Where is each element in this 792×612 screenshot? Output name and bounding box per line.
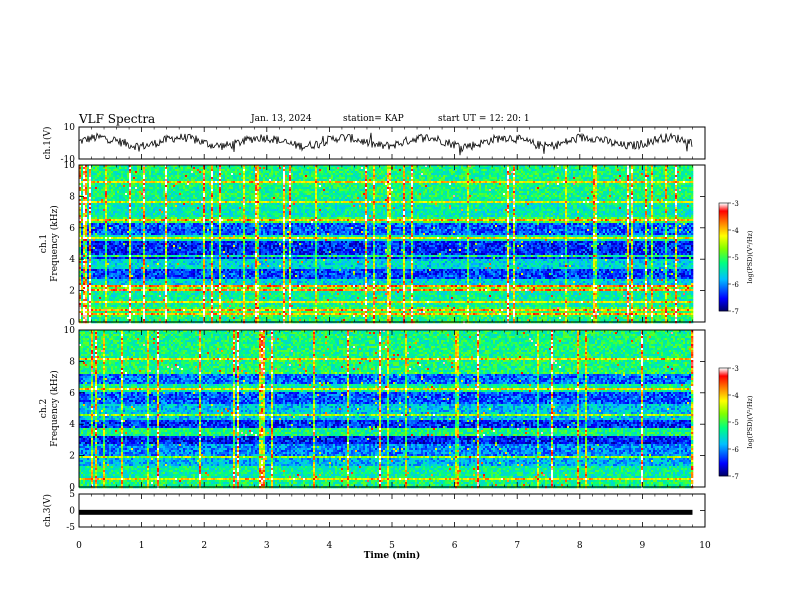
colorbar-tick-label: -6: [732, 281, 739, 289]
ch2-spectrogram-ylabel-channel: ch.2: [39, 399, 49, 418]
ch3-waveform-ytick-label: 0: [69, 507, 75, 517]
colorbar-tick-label: -5: [732, 419, 739, 427]
x-tick-label: 6: [452, 541, 458, 551]
colorbar-label: log(PSD)(V²/Hz): [746, 395, 754, 448]
ch1-spectrogram-ytick-label: 8: [69, 192, 75, 202]
ch2-spectrogram-ytick-label: 6: [69, 389, 75, 399]
x-tick-label: 7: [514, 541, 520, 551]
ch3-waveform-ytick-label: 5: [69, 490, 75, 500]
colorbar-tick-label: -4: [732, 227, 739, 235]
colorbar-tick-label: -4: [732, 392, 739, 400]
x-tick-label: 3: [264, 541, 270, 551]
colorbar-tick-label: -7: [732, 473, 739, 481]
colorbar-tick-label: -5: [732, 254, 739, 262]
x-tick-label: 2: [201, 541, 207, 551]
ch1-spectrogram-ylabel: Frequency (kHz): [49, 205, 60, 282]
ch2-spectrogram-colorbar: -3 -4 -5 -6 -7 log(PSD)(V²/Hz): [719, 365, 754, 481]
ch1-waveform-line: [79, 133, 692, 155]
x-tick-label: 8: [577, 541, 583, 551]
ch1-spectrogram-ytick-label: 6: [69, 224, 75, 234]
vlf-spectra-figure: 10-10ch.1(V)0246810ch.1 Frequency (kHz)-3…: [0, 0, 792, 612]
colorbar-tick-label: -6: [732, 446, 739, 454]
ch3-waveform-band: [79, 510, 692, 515]
ch3-waveform-ylabel: ch.3(V): [42, 494, 53, 527]
ch1-spectrogram-cells: [79, 165, 693, 323]
ch1-spectrogram-ytick-label: 10: [64, 161, 76, 171]
ch1-spectrogram-ytick-label: 4: [69, 255, 75, 265]
ch1-spectrogram-colorbar: -3 -4 -5 -6 -7 log(PSD)(V²/Hz): [719, 200, 754, 316]
x-tick-label: 4: [327, 541, 333, 551]
ch2-spectrogram-ytick-label: 2: [69, 452, 75, 462]
ch2-spectrogram-cells: [79, 330, 693, 488]
ch1-spectrogram-ylabel-channel: ch.1: [39, 234, 49, 253]
colorbar-tick-label: -7: [732, 308, 739, 316]
ch1-spectrogram-ytick-label: 2: [69, 287, 75, 297]
x-tick-label: 10: [699, 541, 711, 551]
x-tick-label: 9: [640, 541, 646, 551]
x-axis-label: Time (min): [364, 550, 421, 561]
ch2-spectrogram-ylabel: Frequency (kHz): [49, 370, 60, 447]
ch2-spectrogram-ytick-label: 4: [69, 420, 75, 430]
ch2-spectrogram-ytick-label: 10: [64, 326, 76, 336]
ch1-waveform-ylabel: ch.1(V): [42, 127, 53, 160]
ch3-waveform-ytick-label: -5: [66, 523, 75, 533]
ch1-waveform-ytick-label: 10: [64, 123, 76, 133]
colorbar-tick-label: -3: [732, 365, 739, 373]
ch2-spectrogram-ytick-label: 8: [69, 357, 75, 367]
x-tick-label: 1: [139, 541, 145, 551]
colorbar-tick-label: -3: [732, 200, 739, 208]
x-tick-label: 5: [389, 541, 395, 551]
colorbar-label: log(PSD)(V²/Hz): [746, 230, 754, 283]
x-tick-label: 0: [76, 541, 82, 551]
